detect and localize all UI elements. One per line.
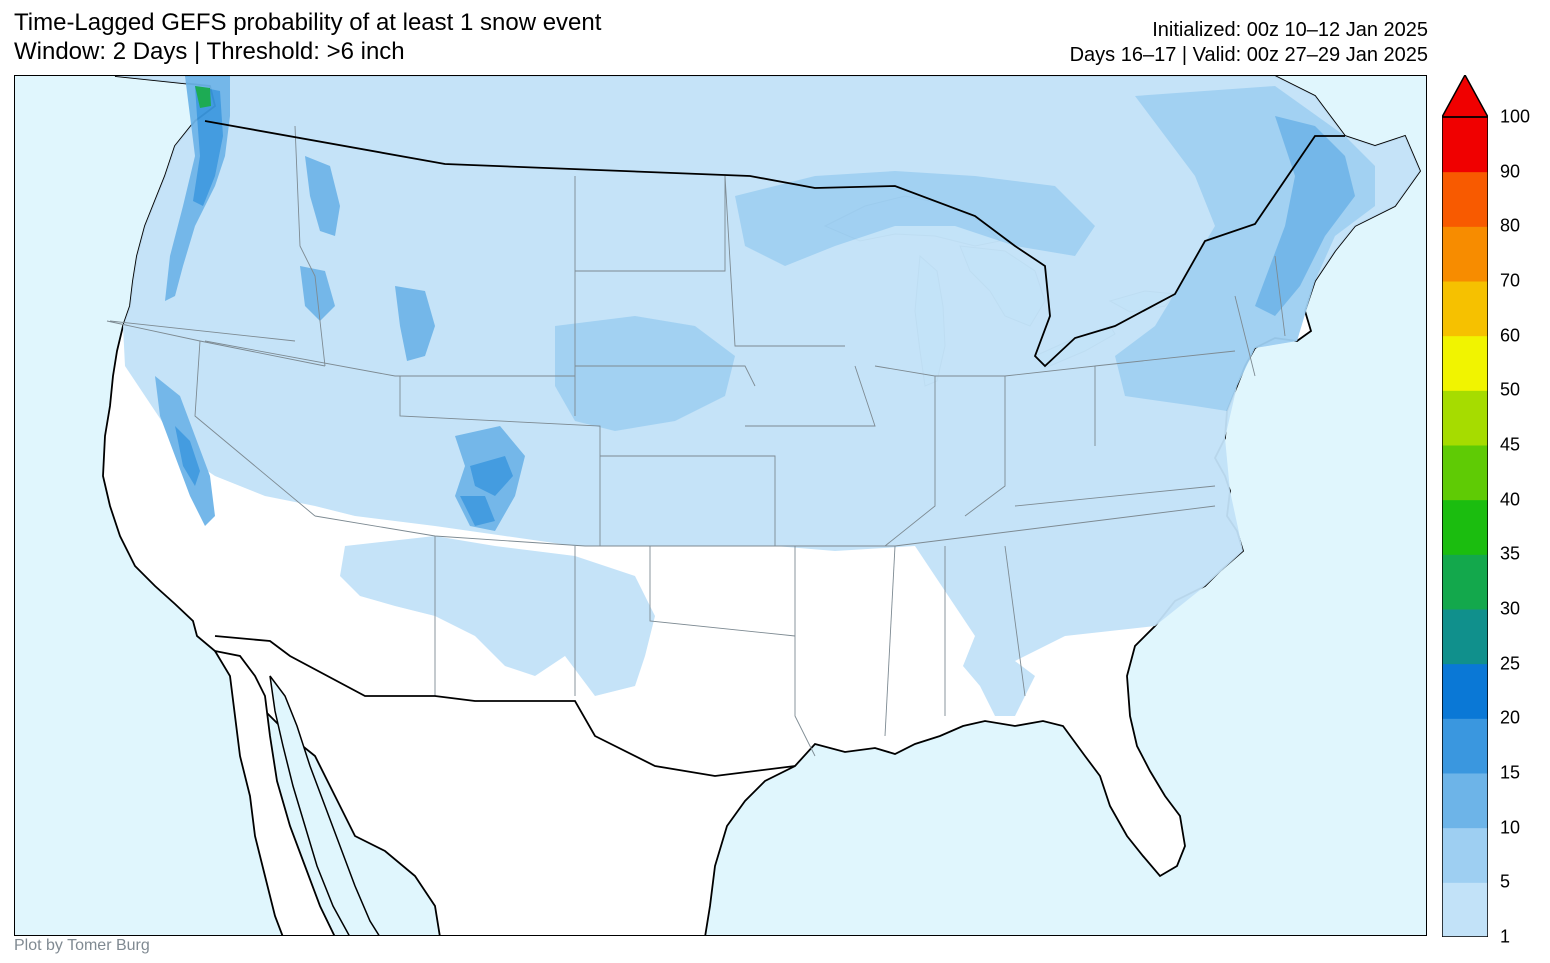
colorbar-tick-label: 20 [1500, 707, 1521, 728]
boundary-il-in [874, 365, 936, 547]
colorbar-tick-label: 100 [1500, 106, 1531, 127]
colorbar-extend-arrow [1442, 75, 1488, 118]
colorbar-bin [1442, 390, 1488, 446]
colorbar-tick-label: 45 [1500, 434, 1521, 455]
shade-level-5-great-lakes [735, 171, 1095, 266]
colorbar-tick-label: 15 [1500, 762, 1521, 783]
colorbar-bin [1442, 226, 1488, 282]
colorbar-tick-label: 10 [1500, 817, 1521, 838]
initialized-text: Initialized: 00z 10–12 Jan 2025 [1152, 19, 1428, 41]
colorbar-bin [1442, 882, 1488, 937]
boundary-tx-ok [649, 546, 796, 637]
colorbar-tick-label: 35 [1500, 543, 1521, 564]
colorbar-tick-label: 5 [1500, 871, 1511, 892]
title-line-1: Time-Lagged GEFS probability of at least… [14, 9, 602, 36]
valid-text: Days 16–17 | Valid: 00z 27–29 Jan 2025 [1069, 44, 1428, 66]
colorbar-bin [1442, 171, 1488, 227]
colorbar-bin [1442, 663, 1488, 719]
shade-level-15-colorado [470, 456, 513, 496]
shade-level-10-rockies-north [305, 156, 340, 236]
shade-level-30-cascades-peak [195, 86, 211, 108]
boundary-ne-states [1234, 255, 1286, 377]
national-borders [204, 120, 1345, 777]
baja-peninsula [213, 649, 336, 935]
boundary-wa-or [109, 320, 296, 342]
colorbar-tick-label: 40 [1500, 489, 1521, 510]
shade-level-10-newengland [1255, 116, 1355, 316]
shade-level-15-cascades [193, 86, 223, 206]
boundary-utah-az [314, 515, 895, 547]
colorbar-tick-label: 50 [1500, 379, 1521, 400]
boundary-mn-wi [724, 175, 845, 347]
colorbar-bin [1442, 445, 1488, 501]
colorbar-bin [1442, 773, 1488, 829]
boundary-nv-ca [194, 340, 316, 517]
boundary-ga-sc [1004, 545, 1026, 697]
colorbar-tick-label: 25 [1500, 653, 1521, 674]
shade-level-10-tetons [395, 286, 435, 361]
shade-level-1-southeast [963, 636, 1035, 716]
colorbar-bin [1442, 718, 1488, 774]
map-canvas [15, 76, 1426, 935]
gulf-of-california [269, 675, 380, 935]
boundary-rockies-40n [399, 376, 601, 546]
shade-level-1-southwest [340, 536, 655, 696]
shade-level-1-north [115, 76, 1420, 661]
colorbar-frame [1442, 116, 1488, 937]
border-us-mexico [214, 635, 796, 777]
map-panel [14, 75, 1427, 936]
boundary-ky-tn [894, 505, 1216, 547]
state-boundaries [106, 125, 1286, 757]
boundary-ne-ks [575, 365, 756, 387]
shade-level-15-sierra [175, 426, 200, 486]
colorbar-bin [1442, 827, 1488, 883]
colorbar-tick-label: 90 [1500, 161, 1521, 182]
colorbar-tick-label: 80 [1500, 215, 1521, 236]
map-title: Time-Lagged GEFS probability of at least… [14, 8, 601, 66]
plot-credit: Plot by Tomer Burg [14, 937, 150, 954]
boundary-41n [204, 340, 575, 377]
colorbar-tick-label: 60 [1500, 325, 1521, 346]
boundary-in-oh [935, 375, 1006, 517]
colorbar-bin [1442, 117, 1488, 173]
boundary-va-nc [1014, 485, 1216, 507]
colorbar-bin [1442, 281, 1488, 337]
colorbar-bin [1442, 609, 1488, 665]
colorbar-bin [1442, 335, 1488, 391]
shade-level-5-plains [555, 316, 735, 431]
border-us-canada-west [204, 120, 1345, 368]
boundary-tx-la [794, 546, 816, 757]
boundary-iowa [745, 365, 876, 427]
probability-shading [115, 76, 1420, 716]
boundary-pa-ny [1094, 350, 1236, 367]
boundary-ks-ok [600, 455, 776, 546]
colorbar-tick-label: 70 [1500, 270, 1521, 291]
boundary-ms-al [884, 545, 896, 737]
shade-level-15-san-juans [460, 496, 495, 526]
boundary-idaho-west [294, 125, 326, 367]
title-line-2: Window: 2 Days | Threshold: >6 inch [14, 38, 405, 65]
boundary-dakotas [575, 176, 726, 272]
colorbar-bin [1442, 554, 1488, 610]
run-info: Initialized: 00z 10–12 Jan 2025 Days 16–… [1070, 18, 1428, 68]
shade-level-10-idaho [300, 266, 335, 321]
colorbar [1442, 75, 1488, 937]
colorbar-tick-label: 30 [1500, 598, 1521, 619]
colorbar-tick-label: 1 [1500, 926, 1511, 947]
colorbar-bin [1442, 499, 1488, 555]
